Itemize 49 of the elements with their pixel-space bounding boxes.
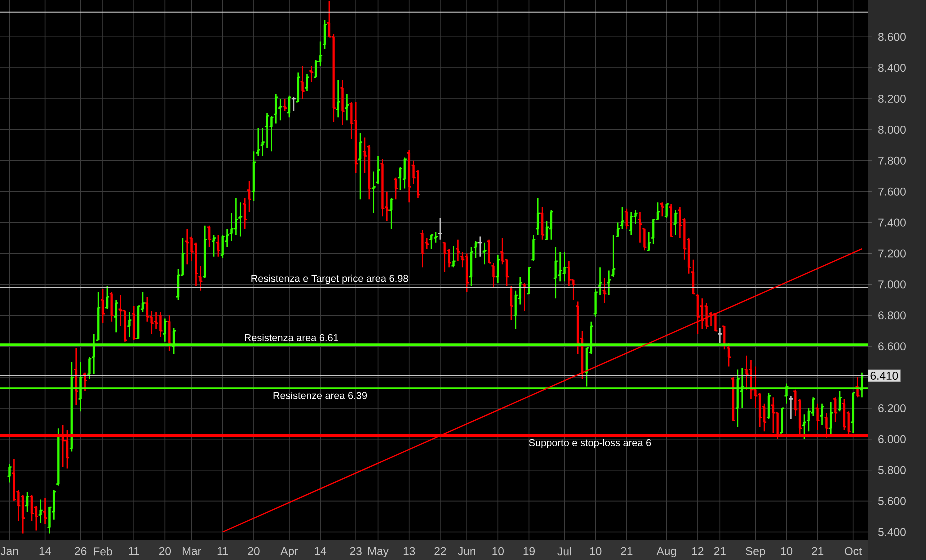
y-tick-label: 5.400 (878, 528, 906, 536)
x-tick-label: May (368, 547, 389, 558)
x-tick-label: 10 (781, 547, 793, 556)
x-tick-label: 20 (248, 547, 260, 556)
y-tick-label: 7.600 (878, 188, 906, 196)
x-tick-label: 21 (714, 547, 726, 556)
x-tick-label: 26 (75, 547, 87, 556)
y-tick-label: 6.000 (878, 435, 906, 444)
y-tick-label: 6.600 (878, 342, 906, 351)
y-tick-label: 8.600 (878, 33, 906, 42)
y-tick-label: 6.200 (878, 404, 906, 412)
x-tick-label: 14 (40, 547, 52, 556)
x-tick-label: 19 (524, 547, 536, 556)
x-tick-label: Aug (656, 547, 676, 558)
x-tick-label: Apr (280, 547, 298, 558)
x-tick-label: Sep (746, 547, 766, 558)
x-tick-label: 21 (812, 547, 824, 556)
x-tick-label: 12 (692, 547, 704, 556)
x-tick-label: 10 (492, 547, 504, 556)
y-tick-label: 7.000 (878, 280, 906, 289)
x-tick-label: Mar (182, 547, 202, 556)
x-tick-label: Jul (558, 547, 572, 556)
ref-line-label: Supporto e stop-loss area 6 (529, 439, 652, 448)
y-tick-label: 8.400 (878, 64, 906, 72)
y-tick-label: 8.000 (878, 126, 906, 134)
x-tick-label: 11 (218, 547, 228, 556)
y-tick-label: 6.800 (878, 312, 906, 320)
x-tick-label: 23 (350, 547, 362, 556)
y-tick-label: 7.800 (878, 156, 906, 165)
x-tick-label: Jan (0, 547, 18, 556)
y-tick-label: 8.200 (878, 95, 906, 104)
ref-line-label: Resistenza e Target price area 6.98 (252, 274, 408, 284)
x-tick-label: 22 (434, 547, 446, 556)
ref-line-label: 6.410 (870, 372, 898, 380)
y-tick-label: 5.800 (878, 466, 906, 474)
ref-line-label: Resistenze area 6.39 (274, 392, 368, 400)
x-tick-label: 13 (404, 547, 416, 556)
x-tick-label: 20 (159, 547, 172, 556)
y-tick-label: 7.400 (878, 218, 906, 227)
x-tick-label: Jun (458, 547, 476, 556)
ref-line-label: Resistenza area 6.61 (245, 334, 338, 342)
y-tick-label: 5.600 (878, 497, 906, 506)
x-tick-label: Feb (94, 547, 112, 556)
y-tick-label: 7.200 (878, 250, 906, 258)
x-tick-label: 11 (129, 547, 140, 556)
x-tick-label: 14 (315, 547, 327, 556)
x-tick-label: 10 (590, 547, 602, 556)
x-tick-label: Oct (845, 547, 862, 556)
x-tick-label: 21 (621, 547, 633, 556)
